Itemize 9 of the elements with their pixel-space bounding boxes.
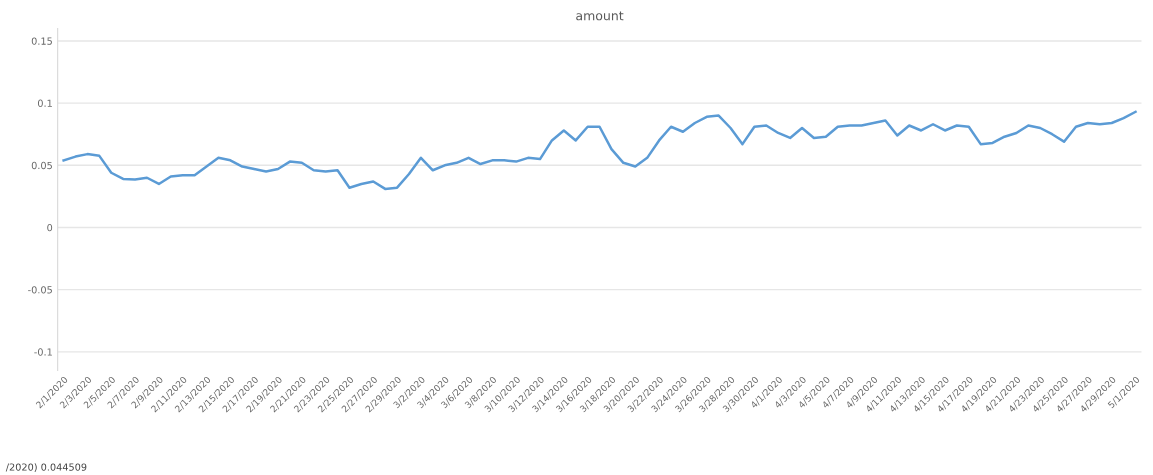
text: /2020) 0.044509 [5,463,87,472]
line-series [62,110,1137,191]
y-tick-label: -0.1 [34,348,52,356]
y-tick-label: 0.05 [31,161,52,170]
y-tick-label: 0 [47,223,53,232]
y-tick-label: 0.1 [37,99,52,107]
y-tick-label: -0.05 [28,286,52,294]
chart-title: amount [576,11,624,21]
y-tick-label: 0.15 [31,37,52,45]
